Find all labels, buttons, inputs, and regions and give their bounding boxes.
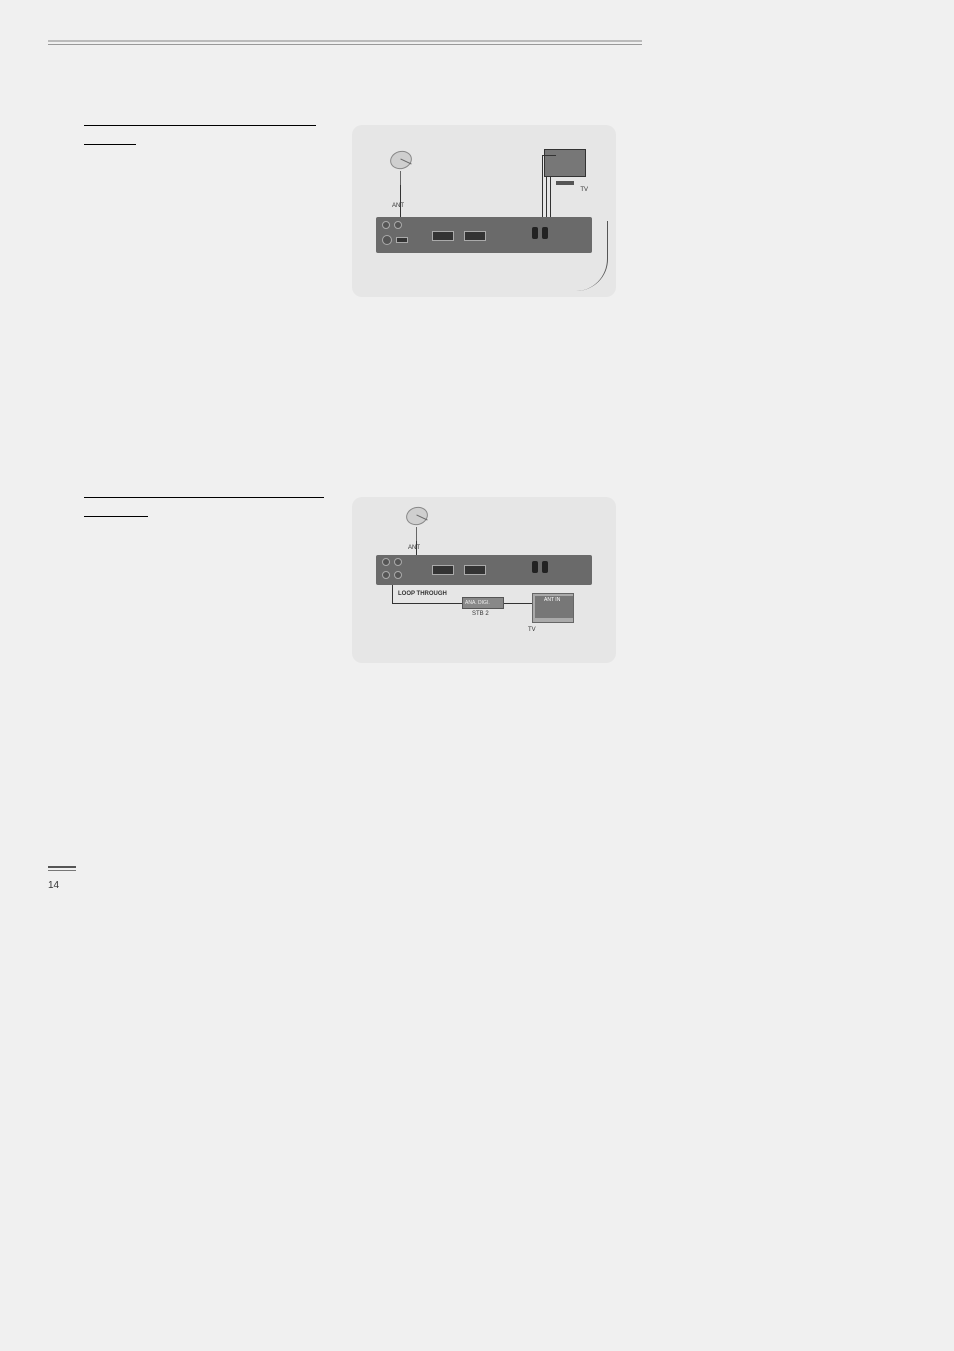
coax-port xyxy=(394,221,402,229)
scart-port xyxy=(464,565,486,575)
rca-port xyxy=(542,561,548,573)
figure-1: ANT TV xyxy=(352,125,616,297)
tv-label: TV xyxy=(528,627,536,633)
page-number: 14 xyxy=(48,880,59,891)
power-cord xyxy=(576,221,608,291)
loop-cable xyxy=(392,603,462,604)
wire xyxy=(542,155,556,156)
section-1-row: ANT TV xyxy=(48,125,642,297)
ant-label: ANT xyxy=(408,545,420,551)
wire xyxy=(546,177,547,217)
coax-port xyxy=(382,221,390,229)
footer: 14 xyxy=(48,866,76,893)
stb2-label: STB 2 xyxy=(472,611,489,617)
section-2-row: ANT LOOP THROUGH xyxy=(48,497,642,663)
coax-port xyxy=(382,571,390,579)
wire xyxy=(542,155,543,177)
loop-through-label: LOOP THROUGH xyxy=(398,591,447,597)
content-area: ANT TV xyxy=(48,40,642,663)
section-2-left xyxy=(48,497,328,663)
rca-port xyxy=(532,227,538,239)
top-rule-thick xyxy=(48,40,642,42)
coax-port xyxy=(382,558,390,566)
stb-tv-cable xyxy=(504,603,532,604)
coax-port xyxy=(394,558,402,566)
dish-cable xyxy=(416,541,417,555)
scart-port xyxy=(432,565,454,575)
tv-label: TV xyxy=(580,187,588,193)
wire xyxy=(550,177,551,217)
receiver-box xyxy=(376,555,592,585)
receiver-box xyxy=(376,217,592,253)
section-2-right: ANT LOOP THROUGH xyxy=(352,497,616,663)
ant-label: ANT xyxy=(392,203,404,209)
top-rule-thin xyxy=(48,44,642,45)
power-knob xyxy=(382,235,392,245)
loop-cable xyxy=(392,585,393,603)
satellite-dish-icon xyxy=(406,507,434,531)
page: ANT TV xyxy=(0,0,954,1351)
rca-port xyxy=(542,227,548,239)
section-1-left xyxy=(48,125,328,297)
wire xyxy=(542,177,543,217)
footer-rule-b xyxy=(48,870,76,871)
section1-sub-underline xyxy=(84,144,136,145)
ana-digi-label: ANA. DIGI. xyxy=(465,600,490,606)
section-1-right: ANT TV xyxy=(352,125,616,297)
footer-rule-a xyxy=(48,866,76,868)
section2-title-underline xyxy=(84,497,324,498)
scart-port xyxy=(432,231,454,241)
rca-port xyxy=(532,561,538,573)
coax-port xyxy=(394,571,402,579)
ant-in-label: ANT IN xyxy=(544,597,560,603)
section2-sub-underline xyxy=(84,516,148,517)
dish-cable xyxy=(400,185,401,217)
figure-2: ANT LOOP THROUGH xyxy=(352,497,616,663)
power-switch xyxy=(396,237,408,243)
satellite-dish-icon xyxy=(390,151,418,175)
scart-port xyxy=(464,231,486,241)
section1-title-underline xyxy=(84,125,316,126)
